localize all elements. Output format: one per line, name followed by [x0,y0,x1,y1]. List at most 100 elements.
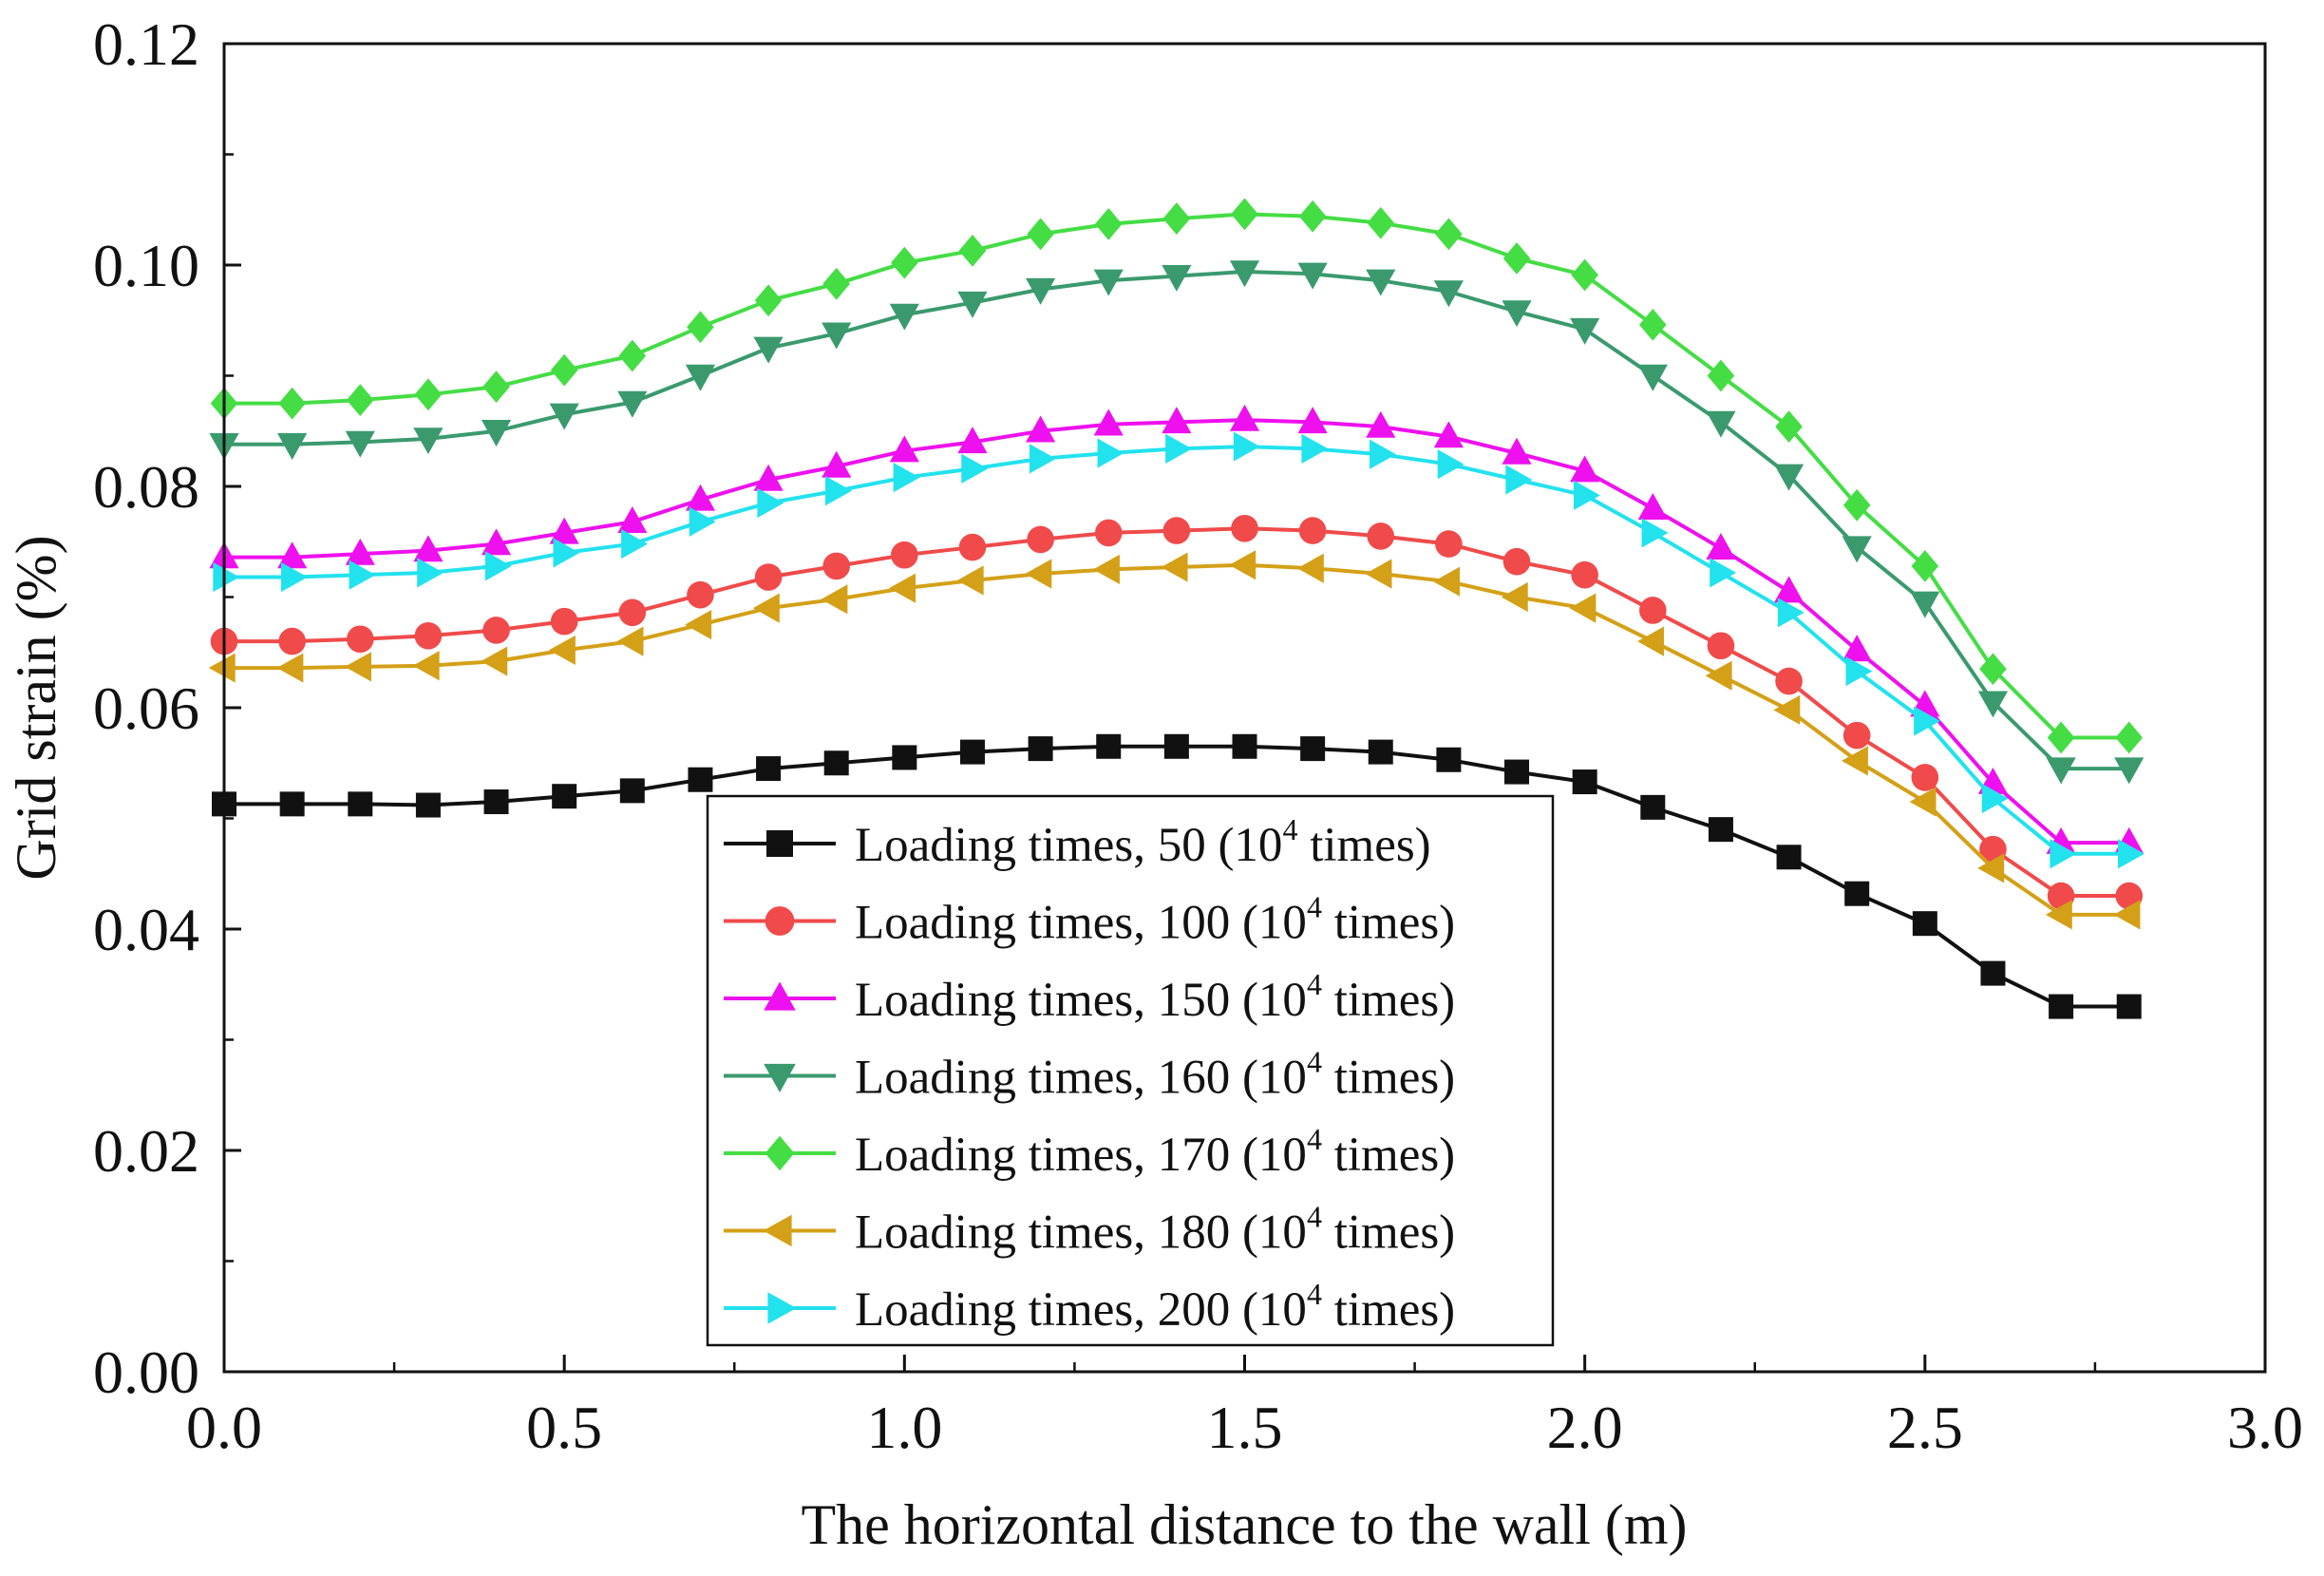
data-point-200 [1641,518,1669,548]
data-point-50 [959,739,985,765]
data-point-200 [1233,431,1260,462]
data-point-150 [753,464,784,491]
data-point-170 [1979,653,2007,686]
data-point-180 [821,584,848,615]
data-point-100 [891,541,918,569]
data-point-170 [754,284,783,317]
data-point-100 [414,621,443,650]
data-point-50 [1844,881,1870,906]
data-point-50 [2116,994,2142,1019]
data-point-150 [1502,437,1532,465]
data-point-180 [276,653,304,683]
data-point-200 [1097,438,1124,468]
data-point-150 [1297,407,1328,434]
series-layer [208,198,2145,1019]
data-point-200 [893,463,920,493]
data-point-100 [1027,525,1054,554]
data-point-160 [277,433,308,460]
data-point-100 [482,617,510,644]
legend-entry-200: Loading times, 200 (104 times) [724,1277,1455,1337]
legend-label-200: Loading times, 200 (104 times) [855,1277,1455,1337]
x-tick-label: 2.0 [1547,1394,1623,1461]
data-point-170 [346,384,374,417]
data-point-50 [1708,817,1733,843]
data-point-200 [1845,655,1873,687]
data-point-170 [278,387,306,420]
data-point-200 [1914,706,1941,736]
data-point-200 [757,487,784,519]
data-point-170 [1502,242,1531,275]
data-point-200 [280,561,308,593]
data-point-170 [1911,549,1939,582]
legend-label-suffix: times) [1322,1206,1455,1260]
series-200 [213,431,2145,869]
data-point-100 [1298,517,1327,544]
data-point-170 [1027,218,1054,251]
data-point-160 [2046,757,2076,785]
legend-label-suffix: times) [1322,897,1455,950]
data-point-170 [414,378,443,411]
legend-label-150: Loading times, 150 (104 times) [855,967,1455,1027]
legend-marker-50 [766,830,793,857]
series-170 [210,198,2144,754]
data-point-160 [345,430,375,458]
data-point-150 [345,538,375,565]
data-point-170 [822,267,850,300]
legend-label-suffix: times) [1322,974,1455,1027]
data-point-50 [1300,736,1326,762]
data-point-50 [823,750,849,776]
data-point-180 [412,651,440,681]
legend-label-suffix: times) [1322,1283,1455,1337]
data-point-200 [417,558,444,588]
data-point-50 [1028,736,1053,762]
data-point-150 [1433,421,1464,448]
data-point-180 [685,610,712,640]
data-point-150 [1570,455,1600,483]
data-point-50 [1096,733,1122,759]
data-point-180 [1773,694,1801,725]
data-point-50 [1436,747,1462,772]
data-point-50 [1640,794,1666,820]
data-point-180 [1229,550,1256,580]
legend-entry-160: Loading times, 160 (104 times) [724,1045,1455,1105]
x-tick-label: 1.0 [866,1394,942,1461]
data-point-160 [413,427,444,455]
legend-label-superscript: 4 [1307,967,1322,1001]
data-point-180 [1637,626,1664,656]
data-point-180 [548,635,576,666]
x-tick-label: 0.5 [526,1394,602,1461]
legend-label-superscript: 4 [1307,1277,1322,1311]
legend: Loading times, 50 (104 times)Loading tim… [706,794,1555,1347]
data-point-160 [1706,410,1736,438]
data-point-200 [961,453,989,484]
y-tick-label: 0.12 [93,10,199,78]
data-point-180 [1433,566,1461,597]
data-point-50 [619,778,645,804]
data-point-100 [958,533,987,561]
data-point-200 [1301,433,1329,464]
data-point-150 [481,528,512,556]
data-point-160 [1433,280,1464,308]
data-point-170 [1571,258,1598,292]
data-point-200 [213,561,240,593]
data-point-180 [2045,900,2072,930]
data-point-160 [1297,262,1328,290]
data-point-200 [1437,449,1464,480]
legend-label-superscript: 4 [1307,1122,1322,1156]
data-point-160 [481,420,512,446]
legend-entry-100: Loading times, 100 (104 times) [724,890,1455,950]
data-point-170 [687,311,714,344]
data-point-170 [958,234,987,267]
data-point-180 [1909,787,1937,817]
legend-label-prefix: Loading times, 50 (10 [855,819,1282,872]
data-point-170 [2047,721,2075,754]
data-point-150 [549,517,579,544]
data-point-170 [618,339,647,372]
data-point-50 [1232,733,1257,759]
data-point-180 [1705,660,1732,691]
legend-label-prefix: Loading times, 100 (10 [855,897,1307,950]
legend-label-superscript: 4 [1307,890,1322,924]
data-point-150 [685,484,716,511]
data-point-100 [1639,597,1667,624]
